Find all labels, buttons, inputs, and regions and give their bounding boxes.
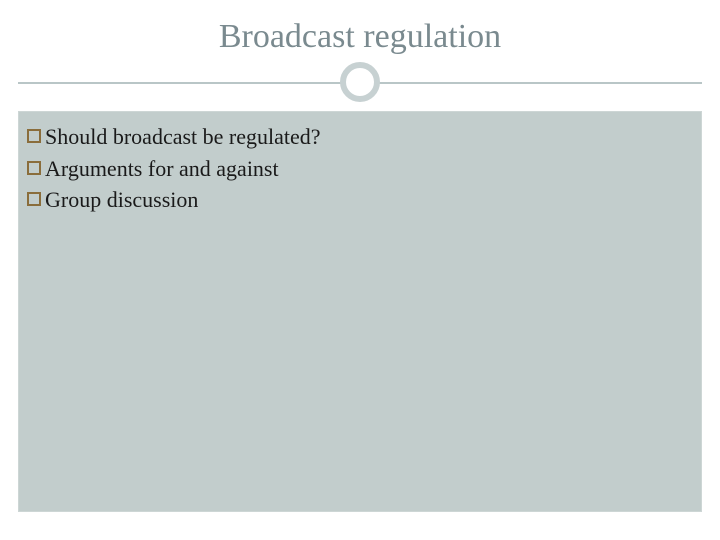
square-bullet-icon bbox=[27, 129, 41, 143]
slide: Broadcast regulation Should broadcast be… bbox=[0, 0, 720, 540]
content-box: Should broadcast be regulated? Arguments… bbox=[18, 111, 702, 512]
bullet-text: Group discussion bbox=[45, 185, 198, 215]
divider-circle-icon bbox=[340, 62, 380, 102]
square-bullet-icon bbox=[27, 192, 41, 206]
slide-title: Broadcast regulation bbox=[0, 18, 720, 56]
list-item: Should broadcast be regulated? bbox=[27, 122, 693, 152]
list-item: Group discussion bbox=[27, 185, 693, 215]
bullet-text: Should broadcast be regulated? bbox=[45, 122, 321, 152]
bullet-text: Arguments for and against bbox=[45, 154, 279, 184]
square-bullet-icon bbox=[27, 161, 41, 175]
list-item: Arguments for and against bbox=[27, 154, 693, 184]
